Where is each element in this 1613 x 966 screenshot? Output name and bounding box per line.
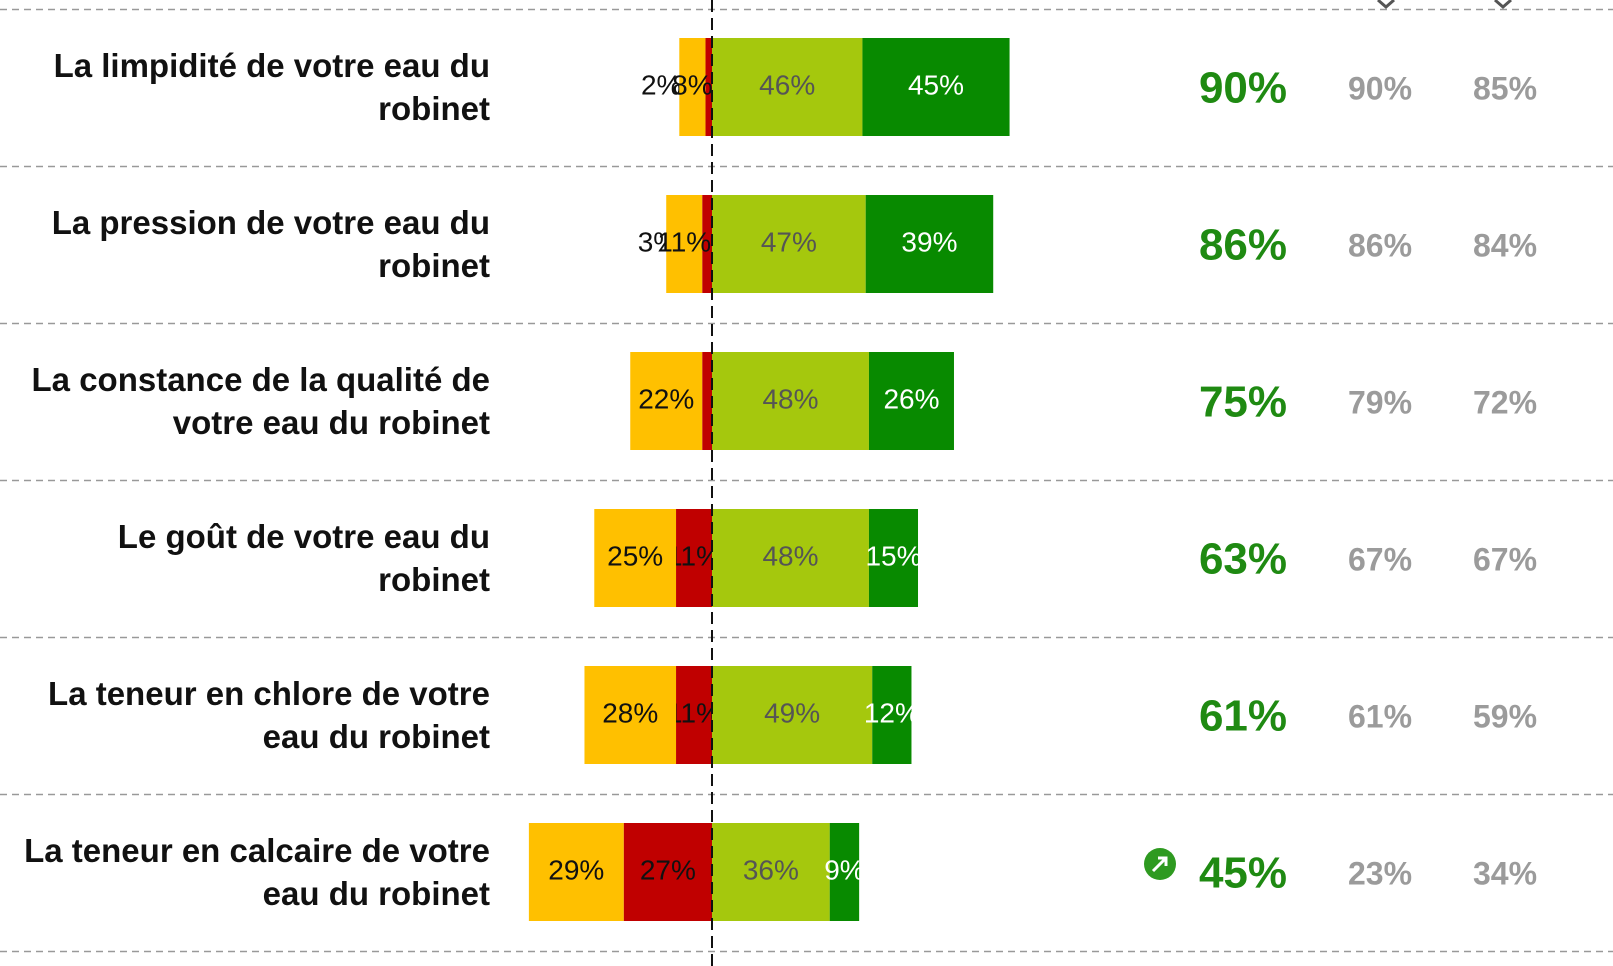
category-label: La constance de la qualité de votre eau … <box>31 361 490 441</box>
category-label: La teneur en chlore de votre eau du robi… <box>48 675 490 755</box>
bar-segment <box>712 823 830 921</box>
score-value: 23% <box>1348 855 1412 891</box>
segment-label: 46% <box>759 69 815 100</box>
score-value: 61% <box>1348 698 1412 734</box>
category-label: La limpidité de votre eau du robinet <box>53 47 490 127</box>
category-label: La pression de votre eau du robinet <box>51 204 490 284</box>
bar-segment <box>712 352 869 450</box>
score-value: 84% <box>1473 227 1537 263</box>
score-value: 75% <box>1199 378 1287 427</box>
segment-label: 15% <box>865 540 921 571</box>
segment-label: 11% <box>657 226 711 257</box>
score-value: 79% <box>1348 384 1412 420</box>
bar-segment <box>676 509 712 607</box>
segment-label: 12% <box>864 697 920 728</box>
score-value: 67% <box>1473 541 1537 577</box>
segment-label: 2% <box>641 69 681 100</box>
segment-label: 26% <box>883 383 939 414</box>
segment-label: 8% <box>672 69 712 100</box>
bar-segment <box>630 352 703 450</box>
bar-segment <box>679 38 706 136</box>
segment-label: 27% <box>640 854 696 885</box>
score-value: 59% <box>1473 698 1537 734</box>
bar-segment <box>702 352 712 450</box>
bar-segment <box>676 666 712 764</box>
score-value: 90% <box>1348 70 1412 106</box>
bar-segment <box>584 666 677 764</box>
bar-segment <box>712 666 873 764</box>
score-value: 67% <box>1348 541 1412 577</box>
bar-segment <box>705 38 712 136</box>
score-value: 34% <box>1473 855 1537 891</box>
bar-segment <box>712 195 866 293</box>
segment-label: 48% <box>762 383 818 414</box>
score-value: 85% <box>1473 70 1537 106</box>
bar-segment <box>868 352 954 450</box>
trend-arrow <box>1151 856 1168 873</box>
bar-segment <box>528 823 624 921</box>
segment-label: 49% <box>764 697 820 728</box>
bar-segment <box>872 666 912 764</box>
segment-label: 29% <box>548 854 604 885</box>
bar-segment <box>623 823 712 921</box>
segment-label: 48% <box>762 540 818 571</box>
score-value: 86% <box>1348 227 1412 263</box>
score-value: 72% <box>1473 384 1537 420</box>
bar-segment <box>712 509 869 607</box>
segment-label: 9% <box>824 854 864 885</box>
category-label: La teneur en calcaire de votre eau du ro… <box>24 832 490 912</box>
bar-segment <box>829 823 860 921</box>
segment-label: 28% <box>602 697 658 728</box>
bar-segment <box>862 38 1010 136</box>
score-value: 45% <box>1199 849 1287 898</box>
bar-segment <box>702 195 712 293</box>
segment-label: 25% <box>607 540 663 571</box>
segment-label: 39% <box>901 226 957 257</box>
bar-segment <box>666 195 703 293</box>
segment-label: 45% <box>908 69 964 100</box>
segment-label: 47% <box>761 226 817 257</box>
segment-label: 22% <box>638 383 694 414</box>
segment-label: 36% <box>743 854 799 885</box>
bar-segment <box>868 509 919 607</box>
bar-segment <box>865 195 994 293</box>
header-chevrons <box>1377 0 1512 9</box>
bar-segment <box>712 38 863 136</box>
bar-segment <box>594 509 677 607</box>
score-value: 63% <box>1199 535 1287 584</box>
score-value: 90% <box>1199 64 1287 113</box>
category-label: Le goût de votre eau du robinet <box>117 518 490 598</box>
score-value: 86% <box>1199 221 1287 270</box>
score-value: 61% <box>1199 692 1287 741</box>
